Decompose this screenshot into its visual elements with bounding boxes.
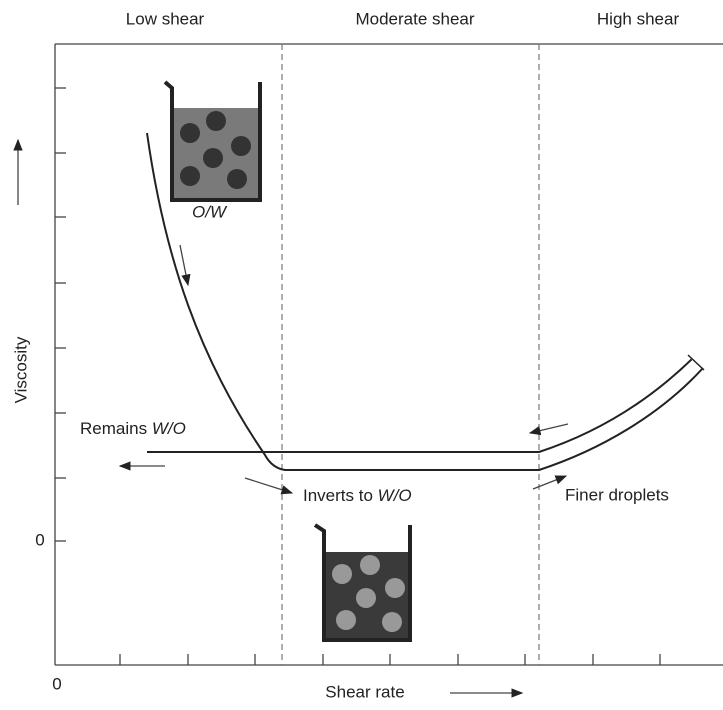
beaker-ow bbox=[163, 80, 262, 202]
region-label: High shear bbox=[597, 9, 680, 28]
curves bbox=[146, 132, 705, 471]
annotation: Remains W/O bbox=[80, 419, 186, 438]
annotation: O/W bbox=[192, 202, 228, 221]
annotation-text: Remains bbox=[80, 419, 147, 438]
x-origin-label: 0 bbox=[52, 674, 61, 693]
y-origin-label: 0 bbox=[35, 530, 44, 549]
region-label: Low shear bbox=[126, 9, 205, 28]
frame bbox=[54, 43, 723, 666]
beaker-wo bbox=[313, 523, 412, 642]
annotation: Finer droplets bbox=[565, 485, 669, 504]
annotation-phase: W/O bbox=[152, 419, 186, 438]
annotation: Inverts to W/O bbox=[303, 486, 412, 505]
y-axis-label: Viscosity bbox=[11, 336, 30, 403]
x-axis-label: Shear rate bbox=[325, 682, 404, 701]
annotation-text: Inverts to bbox=[303, 486, 373, 505]
region-label: Moderate shear bbox=[355, 9, 474, 28]
arrows bbox=[13, 138, 569, 698]
annotation-phase: W/O bbox=[378, 486, 412, 505]
